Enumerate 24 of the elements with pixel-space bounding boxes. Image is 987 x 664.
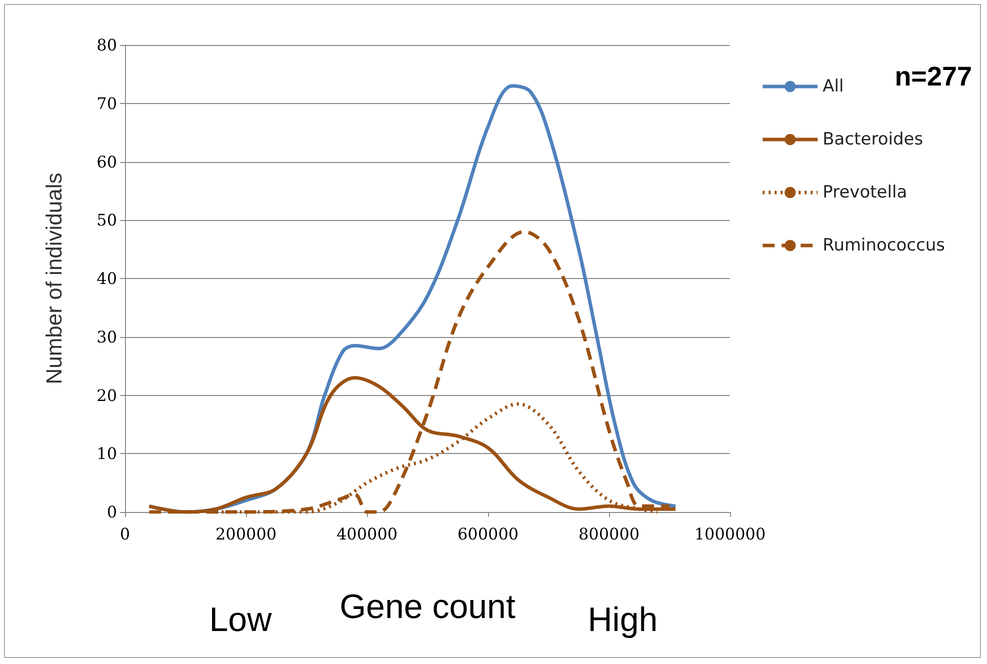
x-tick-label: 200000 [215,524,277,544]
legend-label: All [822,76,844,96]
text: High [588,601,658,639]
y-tick-label: 10 [96,444,117,464]
x-tick-label: 1000000 [694,524,766,544]
x-tick-label: 400000 [336,524,398,544]
text: n=277 [894,62,972,92]
y-tick-label: 40 [96,269,117,288]
y-tick-label: 80 [96,36,117,54]
y-tick-label: 50 [96,210,117,230]
y-tick-label: 60 [96,152,117,172]
y-axis-title: Number of individuals [42,172,66,384]
y-tick-label: 70 [96,94,117,113]
y-tick-label: 20 [96,386,117,405]
x-tick-label: 0 [120,524,130,544]
legend-label: Bacteroides [822,130,924,150]
legend-label: Prevotella [822,182,908,202]
text: Low [209,601,272,639]
legend-label: Ruminococcus [822,236,946,256]
x-axis-title: Gene count [340,588,516,626]
x-tick-label: 800000 [578,524,640,544]
y-tick-label: 30 [96,327,117,346]
y-tick-label: 0 [106,502,117,522]
x-tick-label: 600000 [457,524,519,544]
